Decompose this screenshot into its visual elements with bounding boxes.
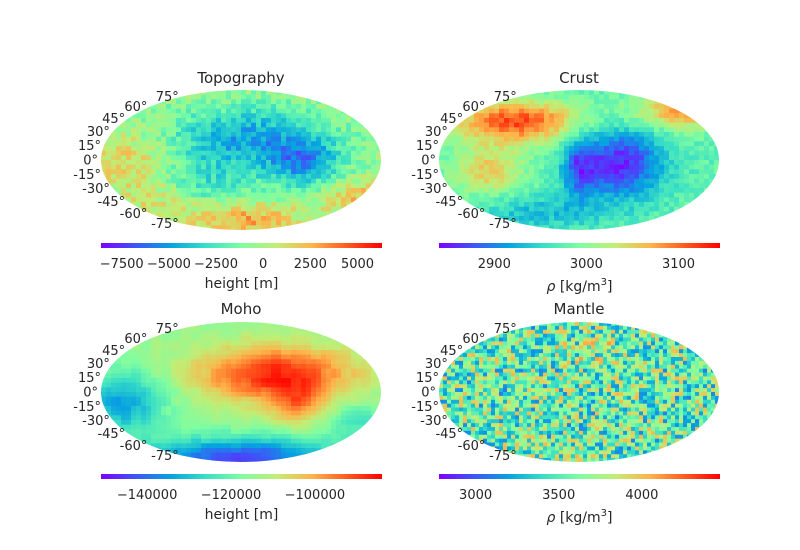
colorbar	[439, 243, 720, 248]
latitude-label: 30°	[425, 125, 448, 140]
colorbar-tick-label: −2500	[194, 257, 238, 272]
colorbar-tick-label: 3100	[662, 257, 695, 272]
colorbar-label: height [m]	[205, 276, 279, 292]
latitude-label: 60°	[124, 100, 147, 115]
colorbar-tick-label: 3000	[459, 488, 492, 503]
latitude-label: -75°	[151, 217, 179, 232]
latitude-label: -15°	[73, 400, 101, 415]
latitude-label: 15°	[78, 371, 101, 386]
colorbar-label: ρ [kg/m3]	[547, 277, 613, 295]
latitude-label: -75°	[151, 449, 179, 464]
latitude-label: -30°	[82, 414, 110, 429]
latitude-label: -60°	[120, 207, 148, 222]
map-moho	[101, 322, 381, 462]
colorbar-label: height [m]	[205, 507, 279, 523]
colorbar-tick-label: −140000	[117, 488, 178, 503]
latitude-label: -45°	[435, 427, 463, 442]
latitude-labels: 75° 60°45°30°15°0°-15°-30°-45°-60°-75°	[411, 322, 517, 464]
latitude-label: -75°	[489, 217, 517, 232]
latitude-labels: 75° 60°45°30°15°0°-15°-30°-45°-60°-75°	[73, 322, 179, 464]
latitude-label: -60°	[458, 439, 486, 454]
panel-title: Crust	[559, 69, 599, 87]
latitude-label: -30°	[420, 182, 448, 197]
colorbar-tick-label: 3500	[542, 488, 575, 503]
colorbar	[101, 243, 382, 248]
latitude-label: 0°	[421, 154, 436, 169]
latitude-label: 75°	[156, 90, 179, 105]
latitude-label: -75°	[489, 449, 517, 464]
latitude-label: 30°	[87, 125, 110, 140]
latitude-label: -15°	[73, 168, 101, 183]
latitude-label: -30°	[82, 182, 110, 197]
colorbar-tick-label: −5000	[147, 257, 191, 272]
latitude-label: 60°	[462, 100, 485, 115]
latitude-label: -60°	[458, 207, 486, 222]
latitude-label: 45°	[102, 344, 125, 359]
colorbar-tick-label: 2900	[478, 257, 511, 272]
latitude-label: -45°	[97, 427, 125, 442]
latitude-label: 0°	[421, 386, 436, 401]
latitude-label: -45°	[435, 195, 463, 210]
latitude-label: -45°	[97, 195, 125, 210]
panel-title: Moho	[221, 300, 262, 318]
latitude-label: 15°	[78, 139, 101, 154]
latitude-label: 30°	[425, 357, 448, 372]
latitude-label: 0°	[83, 154, 98, 169]
latitude-label: 75°	[156, 322, 179, 337]
latitude-labels: 75° 60°45°30°15°0°-15°-30°-45°-60°-75°	[411, 90, 517, 232]
colorbar-tick-label: −7500	[100, 257, 144, 272]
latitude-label: -60°	[120, 439, 148, 454]
latitude-label: 45°	[440, 344, 463, 359]
latitude-label: 0°	[83, 386, 98, 401]
colorbar-tick-label: 2500	[294, 257, 327, 272]
latitude-label: 60°	[462, 332, 485, 347]
latitude-label: 45°	[102, 112, 125, 127]
latitude-label: 75°	[494, 90, 517, 105]
colorbar-tick-label: 5000	[341, 257, 374, 272]
colorbar-tick-label: −100000	[285, 488, 346, 503]
latitude-label: -15°	[411, 400, 439, 415]
panel-title: Mantle	[554, 300, 605, 318]
colorbar-label: ρ [kg/m3]	[547, 508, 613, 526]
latitude-label: 75°	[494, 322, 517, 337]
colorbar-tick-label: 3000	[570, 257, 603, 272]
panel-title: Topography	[196, 69, 284, 87]
colorbar	[101, 474, 382, 479]
colorbar-tick-label: 0	[259, 257, 267, 272]
latitude-labels: 75° 60°45°30°15°0°-15°-30°-45°-60°-75°	[73, 90, 179, 232]
latitude-label: 15°	[416, 371, 439, 386]
colorbar-tick-label: 4000	[625, 488, 658, 503]
latitude-label: 60°	[124, 332, 147, 347]
colorbar-tick-label: −120000	[201, 488, 262, 503]
latitude-label: 15°	[416, 139, 439, 154]
latitude-label: 30°	[87, 357, 110, 372]
colorbar	[439, 474, 720, 479]
latitude-label: -15°	[411, 168, 439, 183]
map-crust	[439, 90, 719, 230]
latitude-label: -30°	[420, 414, 448, 429]
latitude-label: 45°	[440, 112, 463, 127]
